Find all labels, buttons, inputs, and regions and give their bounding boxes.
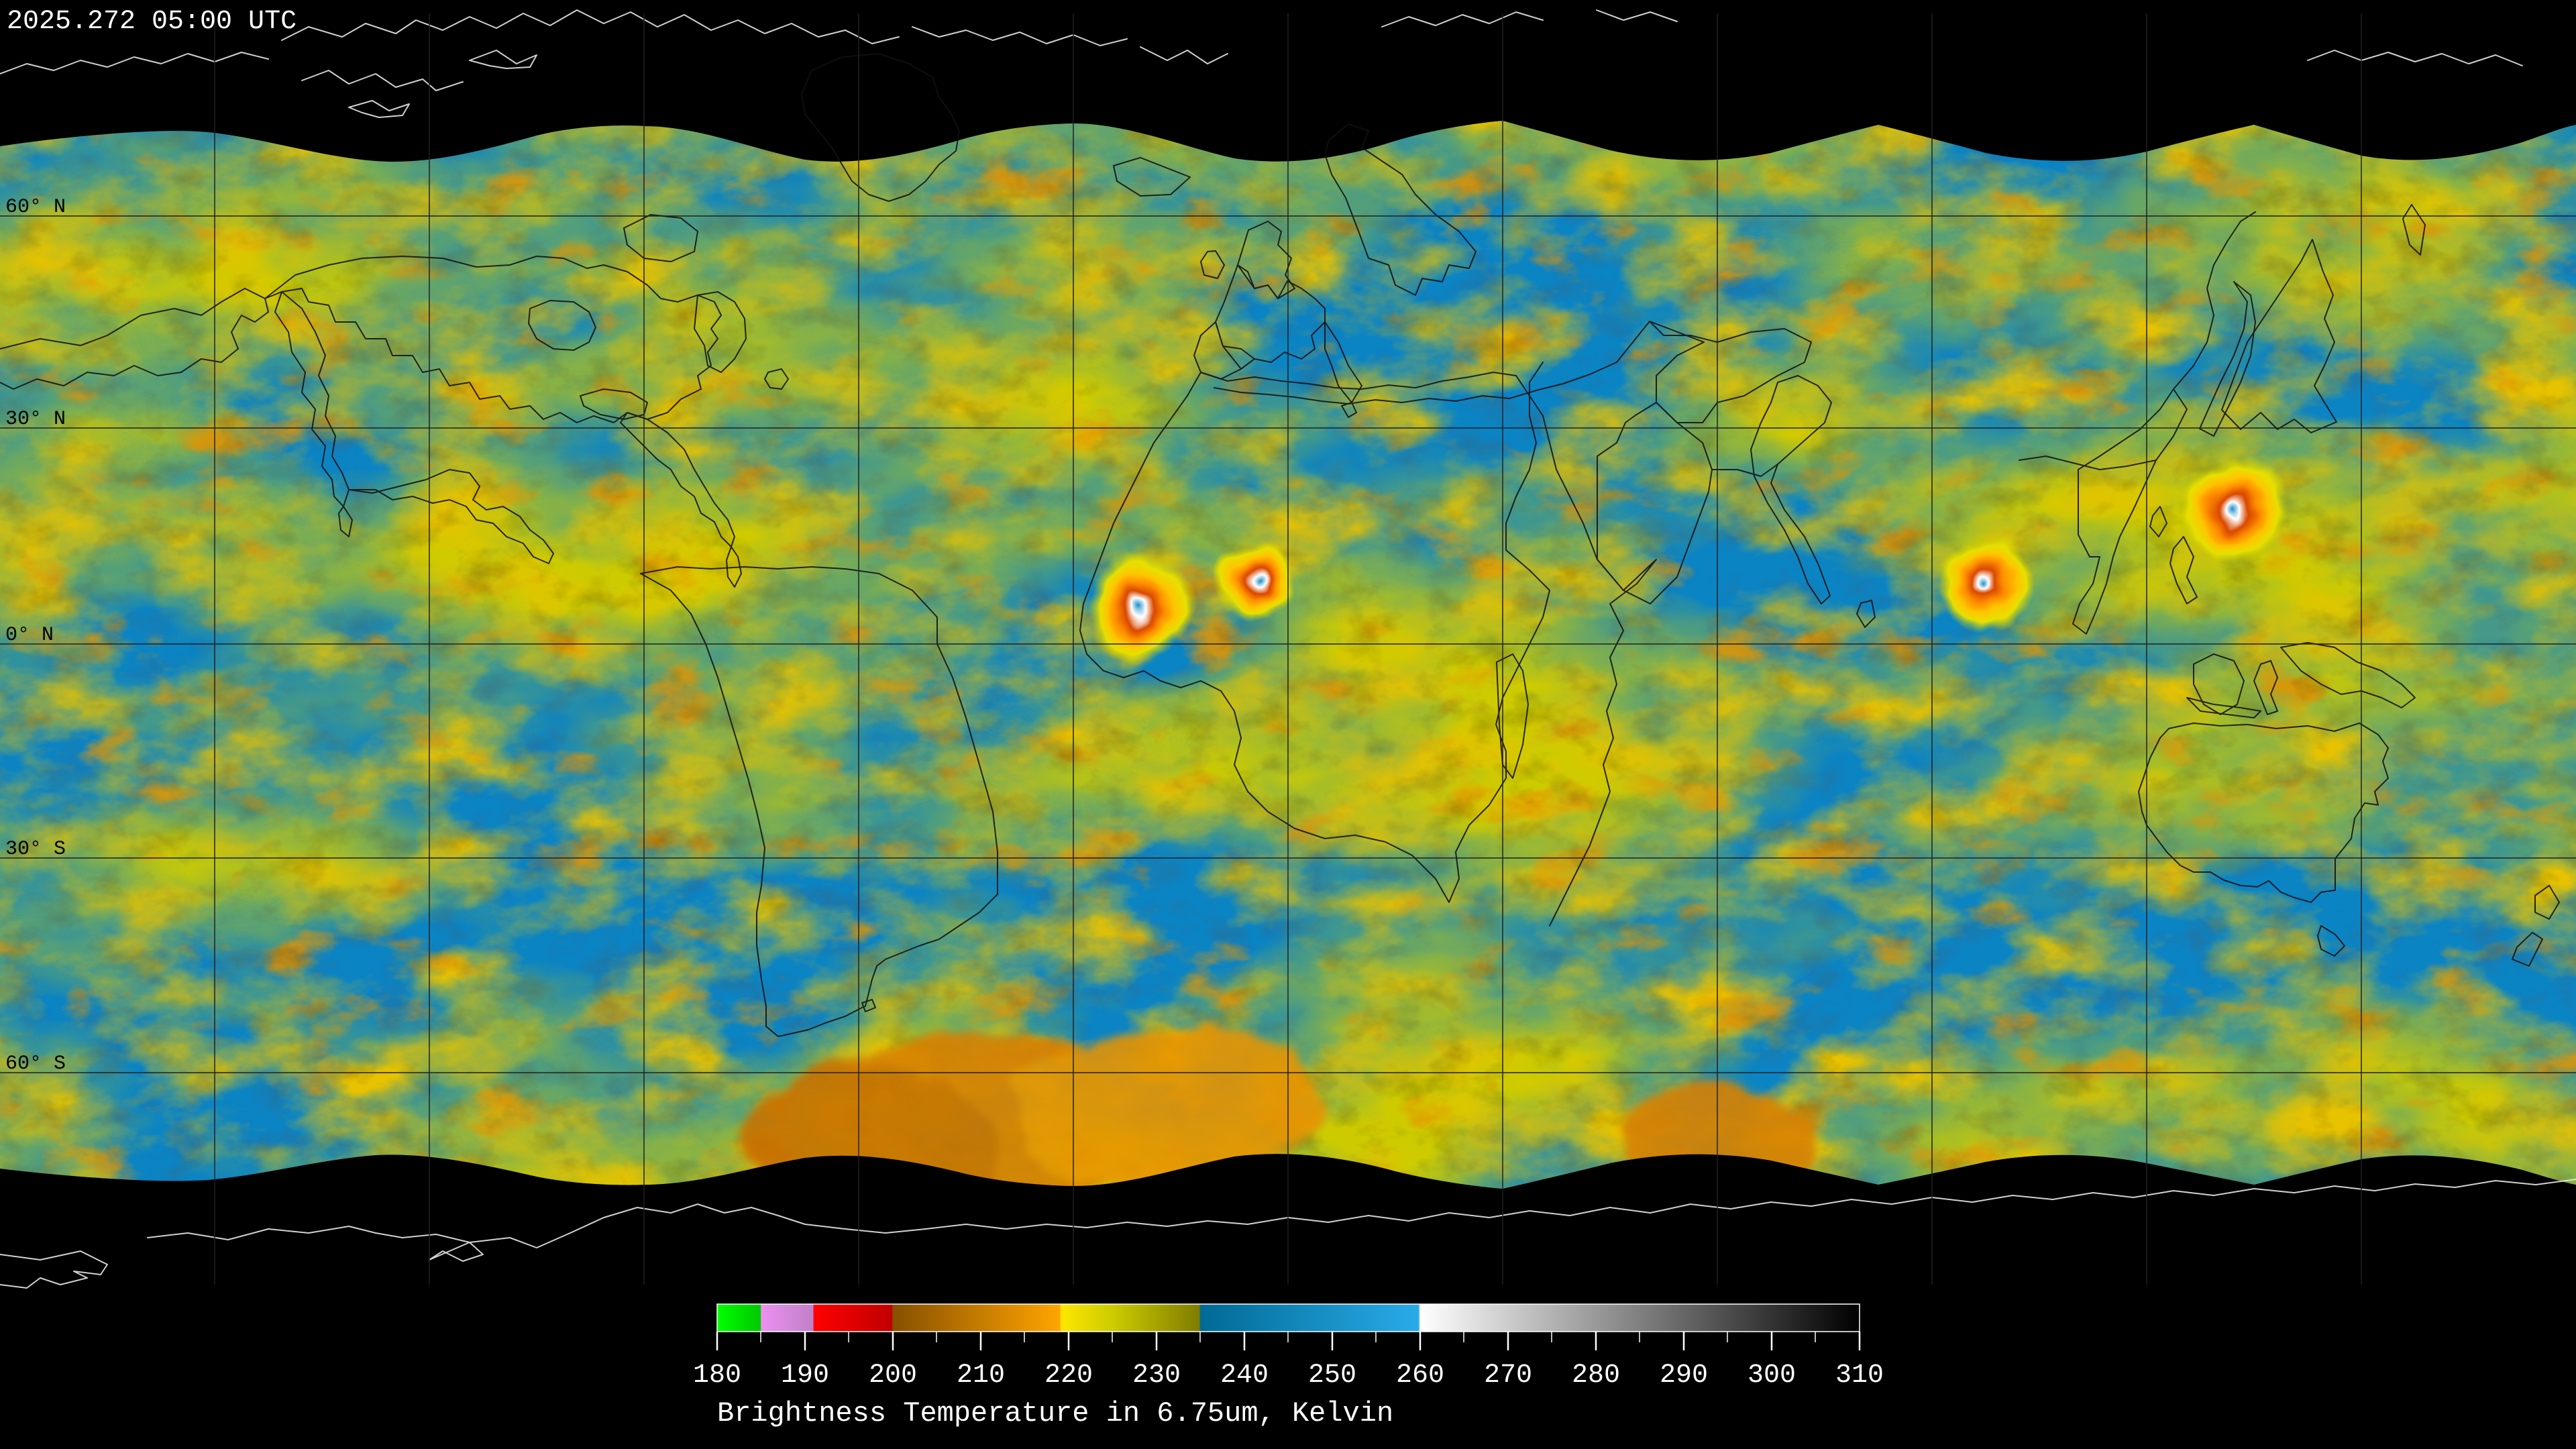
svg-text:190: 190 <box>781 1360 829 1391</box>
svg-text:250: 250 <box>1308 1360 1356 1391</box>
svg-text:210: 210 <box>957 1360 1005 1391</box>
svg-text:60° S: 60° S <box>5 1053 66 1075</box>
svg-text:180: 180 <box>693 1360 741 1391</box>
svg-text:0° N: 0° N <box>5 624 54 647</box>
svg-text:240: 240 <box>1220 1360 1269 1391</box>
svg-text:2025.272 05:00 UTC: 2025.272 05:00 UTC <box>7 7 297 37</box>
svg-text:300: 300 <box>1748 1360 1796 1391</box>
svg-text:260: 260 <box>1396 1360 1444 1391</box>
svg-text:220: 220 <box>1044 1360 1093 1391</box>
svg-text:230: 230 <box>1132 1360 1181 1391</box>
svg-text:290: 290 <box>1660 1360 1708 1391</box>
svg-text:60° N: 60° N <box>5 196 66 219</box>
svg-text:200: 200 <box>869 1360 917 1391</box>
svg-text:280: 280 <box>1572 1360 1620 1391</box>
svg-text:310: 310 <box>1835 1360 1884 1391</box>
svg-text:270: 270 <box>1484 1360 1532 1391</box>
svg-text:Brightness Temperature in 6.75: Brightness Temperature in 6.75um, Kelvin <box>717 1397 1393 1430</box>
svg-text:30° N: 30° N <box>5 408 66 431</box>
svg-text:30° S: 30° S <box>5 838 66 861</box>
